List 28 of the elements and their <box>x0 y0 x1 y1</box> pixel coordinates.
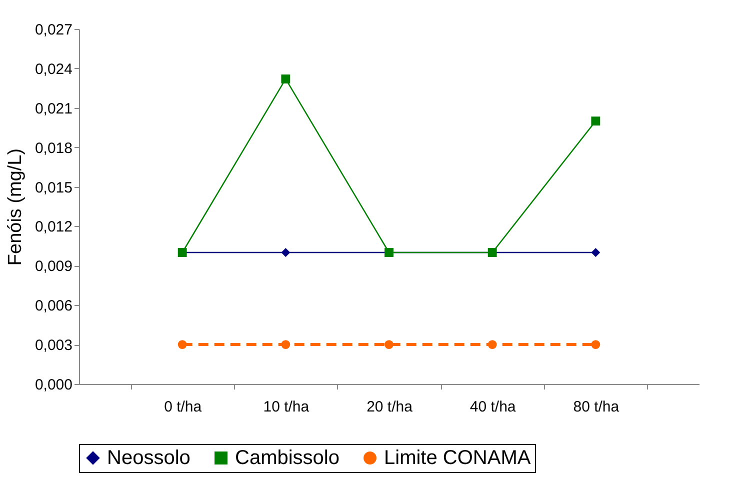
point <box>591 116 600 126</box>
point <box>281 74 290 84</box>
point <box>488 340 497 350</box>
legend-label: Neossolo <box>107 447 190 469</box>
y-tick-label: 0,000 <box>34 376 72 394</box>
y-tick-label: 0,003 <box>34 337 72 354</box>
legend-label: Cambissolo <box>235 447 340 469</box>
x-tick-label: 20 t/ha <box>366 398 414 416</box>
y-tick-label: 0,027 <box>34 22 72 38</box>
x-tick-label: 40 t/ha <box>470 398 516 416</box>
y-tick-label: 0,012 <box>34 218 72 236</box>
x-tick-label: 10 t/ha <box>263 398 310 416</box>
y-tick-label: 0,015 <box>34 179 72 196</box>
y-tick-label: 0,024 <box>34 60 72 78</box>
point <box>591 248 600 257</box>
x-tick-label: 0 t/ha <box>164 398 202 416</box>
point <box>281 340 290 350</box>
point <box>178 340 187 350</box>
point <box>281 248 290 257</box>
x-tick-label: 80 t/ha <box>573 398 620 416</box>
y-tick-label: 0,006 <box>34 298 72 315</box>
legend-label: Limite CONAMA <box>384 447 532 469</box>
point <box>384 340 394 350</box>
y-tick-label: 0,018 <box>34 140 72 157</box>
y-tick-label: 0,021 <box>34 100 72 118</box>
point <box>591 340 600 350</box>
y-axis-title: Fenóis (mg/L) <box>4 148 26 266</box>
y-tick-label: 0,009 <box>34 258 72 276</box>
